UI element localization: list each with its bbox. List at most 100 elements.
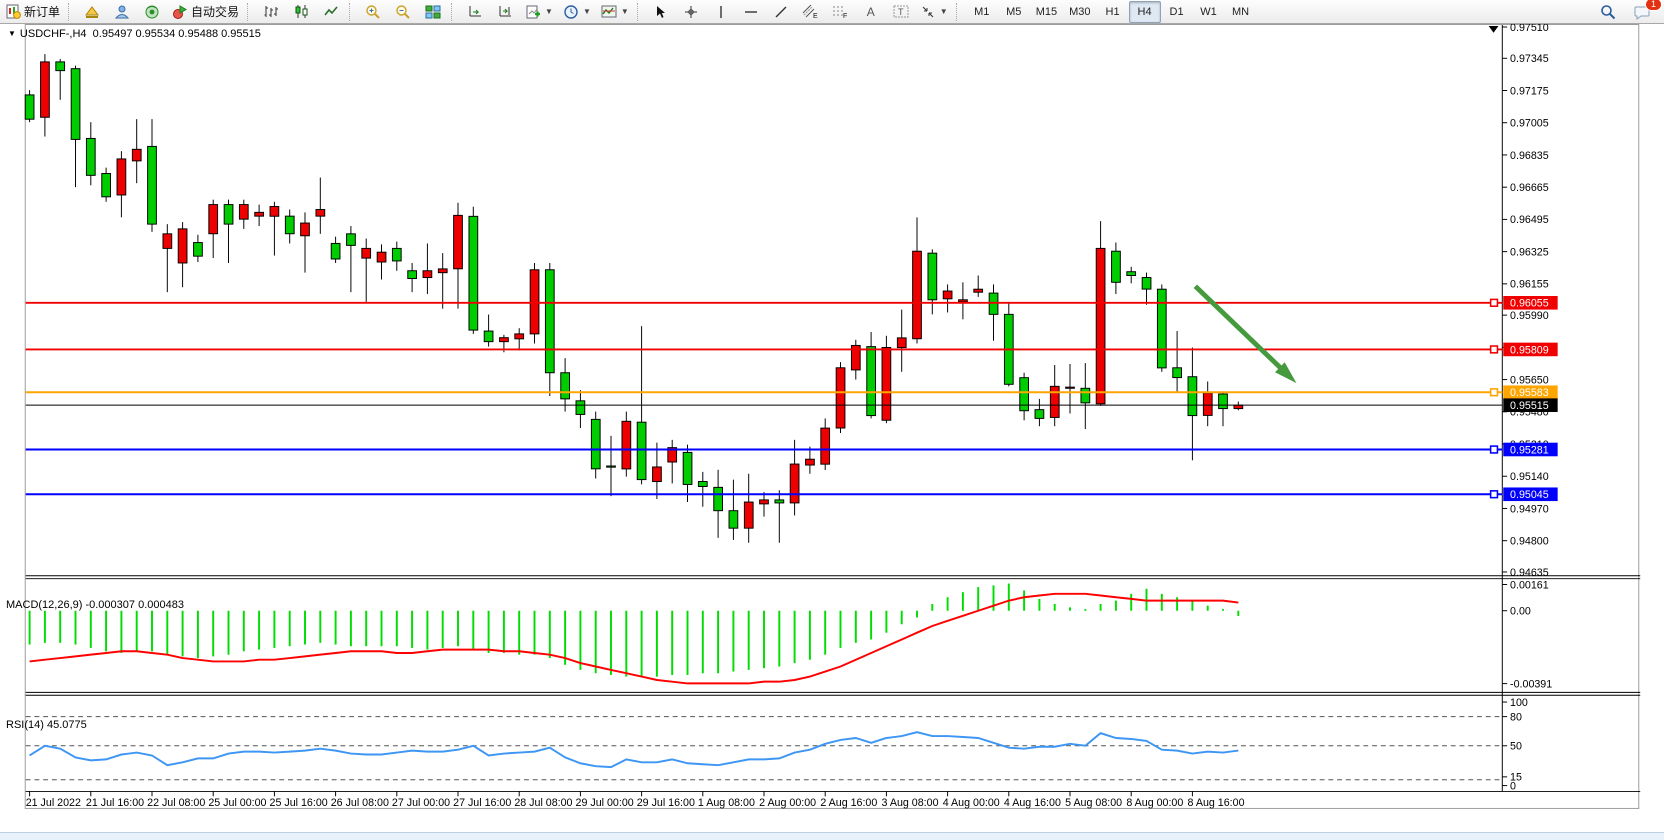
timeframe-button-d1[interactable]: D1 [1169, 5, 1184, 18]
tile-windows-button[interactable] [419, 1, 447, 23]
timeframe-button-h1[interactable]: H1 [1105, 5, 1120, 18]
price-badge [1503, 296, 1558, 310]
signals-button[interactable] [138, 1, 166, 23]
candle [116, 158, 127, 196]
candle [1202, 392, 1213, 416]
chart-menu-caret[interactable]: ▼ [8, 29, 16, 38]
trendline-tool-button[interactable] [767, 1, 795, 23]
svg-text:-0.00391: -0.00391 [1510, 678, 1552, 690]
candle [1095, 247, 1106, 405]
timeframe-button-m5[interactable]: M5 [1006, 5, 1022, 18]
candle [1019, 377, 1030, 412]
candle [499, 337, 509, 343]
timeframe-button-m30[interactable]: M30 [1069, 5, 1091, 18]
svg-text:0.94970: 0.94970 [1510, 503, 1549, 515]
arrows-tool-button[interactable]: ▼ [917, 1, 952, 23]
auto-scroll-button[interactable] [461, 1, 489, 23]
svg-text:5 Aug 08:00: 5 Aug 08:00 [1065, 797, 1122, 809]
search-button[interactable] [1594, 1, 1622, 23]
timeframe-button-h4[interactable]: H4 [1128, 0, 1161, 23]
chart-window[interactable]: 0.97510 0.97345 0.97175 0.97005 0.96835 0.966… [0, 24, 1664, 840]
candle [927, 252, 938, 301]
candle [269, 206, 280, 217]
indicators-icon [601, 5, 617, 17]
chart-shift-button[interactable] [491, 1, 519, 23]
cursor-icon [656, 5, 665, 18]
market-watch-button[interactable] [78, 1, 106, 23]
zoom-in-icon [366, 4, 380, 19]
candle [1218, 393, 1228, 410]
svg-text:0.95650: 0.95650 [1510, 374, 1549, 386]
toolbar-separator [955, 2, 962, 21]
dropdown-caret: ▼ [582, 7, 591, 16]
candle [162, 233, 173, 249]
svg-text:0.97345: 0.97345 [1510, 53, 1549, 65]
line-chart-button[interactable] [317, 1, 345, 23]
price-badge [1503, 385, 1558, 400]
auto-trading-button[interactable]: 自动交易 [168, 1, 243, 23]
candle [1080, 387, 1091, 404]
svg-text:22 Jul 08:00: 22 Jul 08:00 [147, 797, 205, 809]
candle [575, 400, 586, 415]
new-chart-button[interactable]: ▼ [521, 1, 557, 23]
svg-text:100: 100 [1510, 697, 1528, 709]
indicators-button[interactable]: ▼ [597, 1, 633, 23]
fibonacci-tool-button[interactable]: F [827, 1, 855, 23]
pane-borders [24, 24, 1641, 809]
horizontal-line-tool-button[interactable] [737, 1, 765, 23]
svg-text:0.95515: 0.95515 [1510, 400, 1549, 412]
svg-text:0.00: 0.00 [1510, 606, 1531, 618]
timeframe-button-m1[interactable]: M1 [974, 5, 990, 18]
equidistant-channel-tool-button[interactable]: E [797, 1, 825, 23]
timeframe-button-w1[interactable]: W1 [1200, 5, 1217, 18]
crosshair-tool-button[interactable] [677, 1, 705, 23]
candle [131, 148, 142, 162]
candle [805, 458, 815, 466]
text-label-tool-button[interactable]: T [887, 1, 915, 23]
candle [223, 204, 234, 225]
candle [55, 61, 66, 72]
level-line-handle [1489, 298, 1499, 307]
candle [728, 510, 739, 529]
svg-text:0.95281: 0.95281 [1510, 444, 1549, 456]
chart-symbol-label: USDCHF-,H4 [19, 28, 87, 40]
vertical-line-tool-button[interactable] [707, 1, 735, 23]
svg-text:4 Aug 00:00: 4 Aug 00:00 [943, 797, 1000, 809]
profiles-clock-icon [564, 4, 578, 19]
bar-chart-button[interactable] [257, 1, 285, 23]
chart-canvas[interactable]: 0.97510 0.97345 0.97175 0.97005 0.96835 0.966… [0, 24, 1664, 840]
svg-text:50: 50 [1510, 741, 1522, 753]
candle [850, 344, 861, 371]
timeframe-button-mn[interactable]: MN [1231, 5, 1250, 18]
price-badge [1503, 487, 1558, 502]
crosshair-icon [684, 5, 697, 18]
candle [238, 204, 249, 220]
text-label-icon: T [893, 5, 909, 18]
arrows-shapes-icon [922, 6, 934, 17]
candlestick-chart-button[interactable] [287, 1, 315, 23]
chat-button[interactable]: 1 [1628, 0, 1662, 23]
svg-text:2 Aug 16:00: 2 Aug 16:00 [820, 797, 877, 809]
zoom-out-button[interactable] [389, 1, 417, 23]
text-tool-button[interactable]: A [857, 1, 885, 23]
text-tool-icon: A [866, 4, 875, 19]
candle [529, 269, 540, 335]
timeframe-button-m15[interactable]: M15 [1035, 5, 1058, 18]
auto-scroll-icon [469, 6, 481, 17]
svg-text:0.95809: 0.95809 [1510, 344, 1549, 356]
candle [1187, 376, 1198, 417]
vertical-line-icon [720, 5, 722, 18]
profile-button[interactable] [108, 1, 136, 23]
new-chart-icon [526, 5, 541, 18]
toolbar-separator [451, 2, 457, 21]
new-order-button[interactable]: 新订单 [2, 1, 64, 23]
cursor-tool-button[interactable] [647, 1, 675, 23]
chart-shift-icon [499, 6, 511, 17]
toolbar-separator [247, 2, 253, 21]
zoom-in-button[interactable] [359, 1, 387, 23]
svg-text:1 Aug 08:00: 1 Aug 08:00 [698, 797, 755, 809]
candle [1156, 288, 1167, 369]
profiles-button[interactable]: ▼ [559, 1, 595, 23]
candle [284, 215, 295, 235]
svg-text:T: T [898, 7, 904, 17]
